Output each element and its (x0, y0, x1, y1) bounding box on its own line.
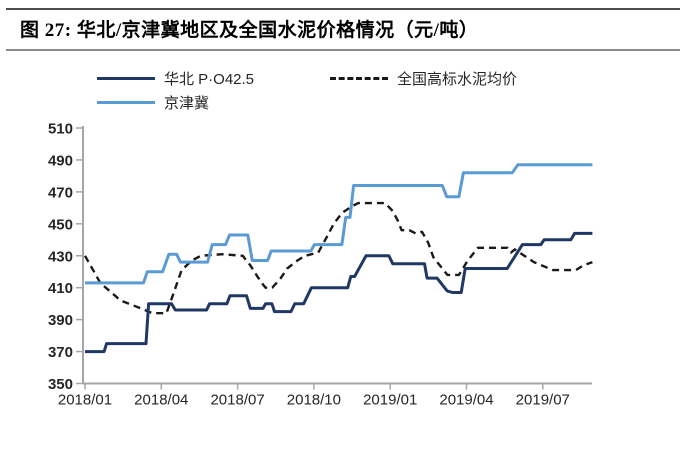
y-tick-label: 430 (48, 248, 73, 265)
x-tick-label: 2019/04 (439, 392, 493, 409)
legend-line-dashed-icon (330, 76, 388, 80)
y-tick-label: 370 (48, 344, 73, 361)
legend-label-huabei: 华北 P·O42.5 (164, 70, 255, 88)
series-line-huabei-po425 (85, 231, 593, 354)
y-tick-label: 410 (48, 280, 73, 297)
legend-item-national: 全国高标水泥均价 (330, 68, 517, 88)
legend-line-navy-icon (97, 76, 155, 80)
y-tick-label: 510 (48, 121, 73, 138)
y-tick-label: 350 (48, 376, 73, 393)
legend-label-jingjinji: 京津冀 (164, 94, 210, 112)
x-tick-label: 2018/07 (210, 392, 264, 409)
legend-item-huabei: 华北 P·O42.5 (97, 68, 254, 88)
x-tick-label: 2018/10 (287, 392, 341, 409)
x-tick-label: 2019/07 (516, 392, 570, 409)
y-tick-label: 390 (48, 312, 73, 329)
figure-title: 图 27: 华北/京津冀地区及全国水泥价格情况（元/吨） (20, 20, 479, 41)
series-line-national-avg (83, 201, 593, 315)
y-tick-label: 470 (48, 184, 73, 201)
title-divider (6, 49, 680, 51)
x-tick-label: 2019/01 (363, 392, 417, 409)
legend-item-jingjinji: 京津冀 (97, 92, 209, 112)
top-divider (6, 8, 680, 10)
x-tick-label: 2018/04 (134, 392, 188, 409)
x-tick-label: 2018/01 (58, 392, 112, 409)
y-tick-label: 450 (48, 216, 73, 233)
y-tick-label: 490 (48, 152, 73, 169)
series-line-jingjinji (85, 163, 593, 285)
legend-label-national: 全国高标水泥均价 (397, 70, 518, 88)
chart-legend: 华北 P·O42.5 全国高标水泥均价 京津冀 (97, 66, 657, 114)
legend-line-lightblue-icon (97, 100, 155, 104)
